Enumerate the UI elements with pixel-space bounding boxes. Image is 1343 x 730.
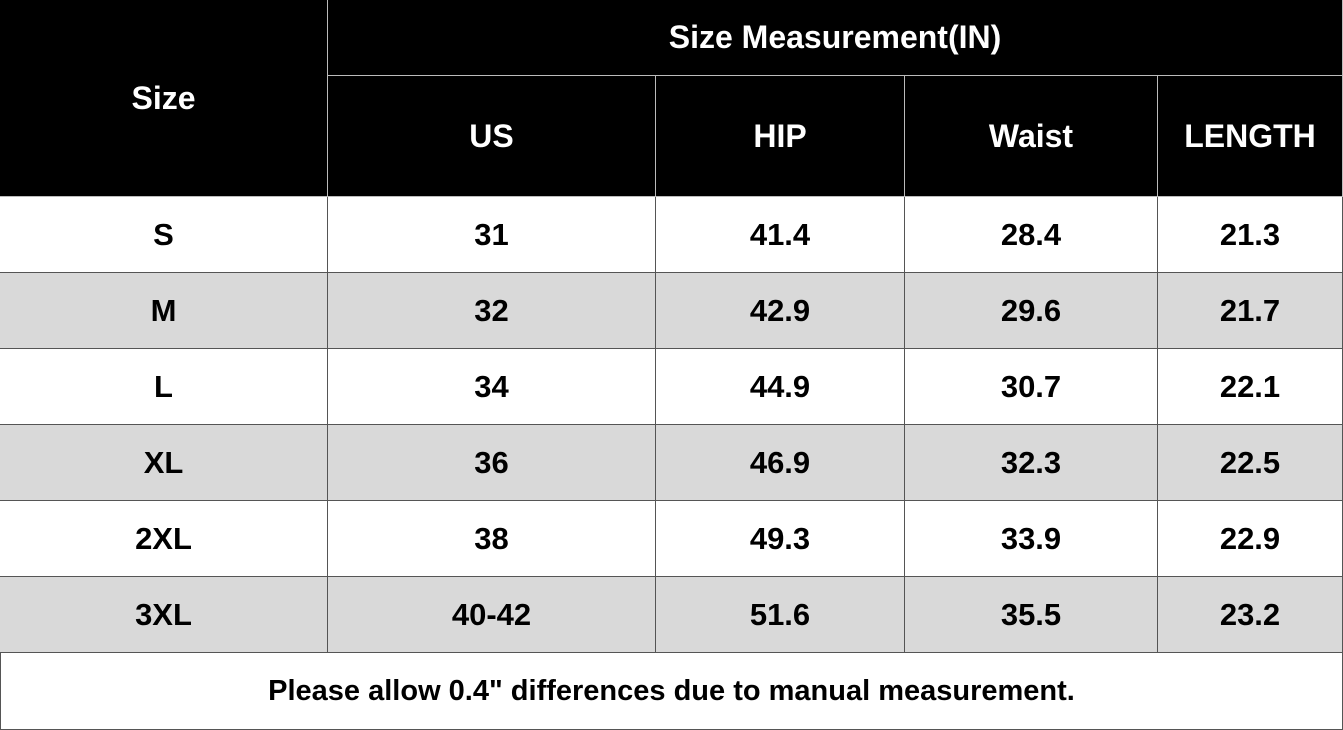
measure-cell: 38 — [328, 501, 656, 577]
measure-cell: 49.3 — [656, 501, 905, 577]
measure-cell: 36 — [328, 425, 656, 501]
measure-cell: 28.4 — [905, 197, 1158, 273]
measure-cell: 21.3 — [1158, 197, 1343, 273]
measure-cell: 51.6 — [656, 577, 905, 653]
measure-cell: 44.9 — [656, 349, 905, 425]
measure-cell: 40-42 — [328, 577, 656, 653]
size-cell: L — [0, 349, 328, 425]
measure-cell: 46.9 — [656, 425, 905, 501]
size-cell: XL — [0, 425, 328, 501]
measure-cell: 32 — [328, 273, 656, 349]
measure-cell: 41.4 — [656, 197, 905, 273]
size-cell: 2XL — [0, 501, 328, 577]
measure-cell: 22.1 — [1158, 349, 1343, 425]
measure-cell: 23.2 — [1158, 577, 1343, 653]
measure-cell: 22.9 — [1158, 501, 1343, 577]
size-cell: 3XL — [0, 577, 328, 653]
measure-cell: 33.9 — [905, 501, 1158, 577]
measure-cell: 32.3 — [905, 425, 1158, 501]
measure-cell: 31 — [328, 197, 656, 273]
measure-cell: 21.7 — [1158, 273, 1343, 349]
table-title: Size Measurement(IN) — [328, 0, 1343, 76]
size-cell: S — [0, 197, 328, 273]
column-header: US — [328, 76, 656, 197]
measure-cell: 30.7 — [905, 349, 1158, 425]
measure-cell: 22.5 — [1158, 425, 1343, 501]
size-header: Size — [0, 0, 328, 197]
measure-cell: 42.9 — [656, 273, 905, 349]
footer-note: Please allow 0.4" differences due to man… — [0, 653, 1343, 730]
measure-cell: 34 — [328, 349, 656, 425]
column-header: HIP — [656, 76, 905, 197]
size-cell: M — [0, 273, 328, 349]
measure-cell: 35.5 — [905, 577, 1158, 653]
measure-cell: 29.6 — [905, 273, 1158, 349]
column-header: Waist — [905, 76, 1158, 197]
column-header: LENGTH — [1158, 76, 1343, 197]
